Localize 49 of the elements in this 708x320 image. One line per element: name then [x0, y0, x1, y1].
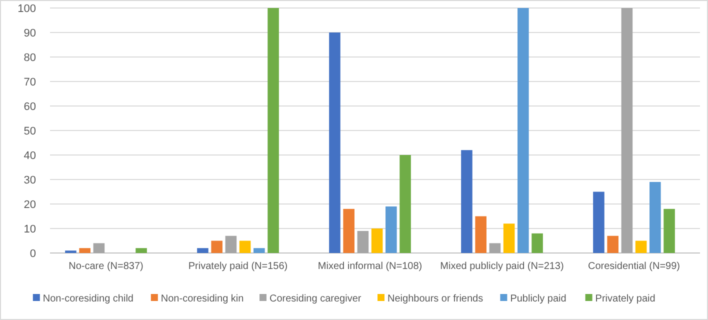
bar [254, 248, 265, 253]
bar [650, 182, 661, 253]
y-tick-label: 30 [24, 174, 36, 186]
bar [211, 240, 222, 253]
legend-label: Coresiding caregiver [270, 294, 362, 304]
bar [664, 208, 675, 253]
legend-label: Publicly paid [510, 294, 566, 304]
legend-label: Non-coresiding kin [160, 294, 244, 304]
x-tick-label: Coresidential (N=99) [588, 261, 680, 272]
bar [329, 32, 340, 253]
legend-label: Privately paid [595, 294, 656, 304]
y-tick-label: 10 [24, 223, 36, 236]
x-tick-label: Privately paid (N=156) [188, 261, 288, 272]
bar [357, 230, 369, 253]
y-tick-label: 50 [24, 125, 36, 138]
y-tick-label: 70 [24, 76, 36, 88]
y-tick-label: 20 [24, 198, 36, 211]
bar [518, 8, 529, 253]
y-tick-label: 60 [24, 100, 36, 113]
x-tick-label: Mixed publicly paid (N=213) [440, 261, 564, 272]
y-tick-label: 0 [30, 248, 36, 260]
bar [225, 236, 237, 253]
bar [93, 243, 105, 253]
y-tick-label: 100 [18, 2, 36, 15]
bar [489, 243, 501, 253]
bar [239, 240, 251, 253]
y-tick-label: 80 [24, 52, 36, 64]
bar [268, 8, 279, 253]
y-tick-label: 90 [24, 27, 36, 40]
bar [400, 155, 411, 253]
bar [136, 248, 147, 253]
bar [593, 192, 604, 253]
bar [79, 248, 90, 253]
legend-label: Neighbours or friends [388, 294, 484, 304]
bar [475, 216, 486, 253]
x-tick-label: Mixed informal (N=108) [318, 261, 422, 272]
x-tick-label: No-care (N=837) [68, 261, 144, 272]
bar [461, 150, 472, 253]
bar [532, 233, 543, 253]
bar [386, 206, 397, 253]
bar [621, 8, 633, 253]
bar [343, 208, 354, 253]
bar [197, 248, 208, 253]
y-tick-label: 40 [24, 150, 36, 162]
bar [503, 224, 515, 253]
bar [371, 228, 383, 253]
bar [635, 240, 647, 253]
bar [607, 236, 618, 253]
legend-label: Non-coresiding child [42, 294, 134, 304]
